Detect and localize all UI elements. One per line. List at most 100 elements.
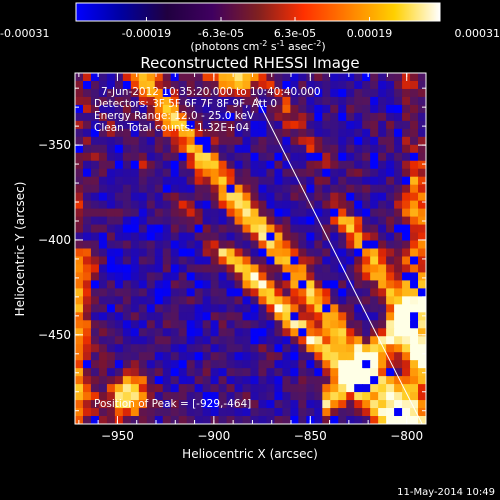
heatmap-pixel — [314, 272, 323, 282]
heatmap-pixel — [346, 216, 355, 226]
heatmap-pixel — [298, 312, 307, 321]
heatmap-pixel — [130, 328, 140, 337]
heatmap-pixel — [394, 272, 403, 282]
heatmap-pixel — [234, 232, 244, 242]
heatmap-pixel — [202, 120, 212, 130]
heatmap-pixel — [154, 376, 164, 385]
heatmap-pixel — [90, 336, 100, 345]
heatmap-pixel — [130, 296, 140, 305]
heatmap-pixel — [362, 384, 371, 393]
heatmap-pixel — [138, 232, 148, 242]
heatmap-pixel — [346, 80, 355, 90]
heatmap-pixel — [290, 336, 299, 345]
colorbar-tick-label: -0.00031 — [0, 27, 49, 40]
heatmap-pixel — [338, 296, 347, 305]
heatmap-pixel — [274, 224, 284, 234]
heatmap-pixel — [362, 88, 371, 98]
heatmap-pixel — [322, 216, 331, 226]
heatmap-pixel — [394, 200, 403, 210]
heatmap-pixel — [114, 376, 124, 385]
heatmap-pixel — [90, 280, 100, 289]
heatmap-pixel — [138, 96, 148, 106]
heatmap-pixel — [410, 152, 419, 162]
heatmap-pixel — [106, 280, 116, 289]
heatmap-pixel — [362, 160, 371, 170]
heatmap-pixel — [266, 320, 276, 329]
heatmap-pixel — [378, 73, 387, 82]
heatmap-pixel — [218, 344, 228, 353]
heatmap-pixel — [258, 136, 268, 146]
heatmap-pixel — [394, 80, 403, 90]
heatmap-pixel — [130, 112, 140, 122]
heatmap-pixel — [346, 280, 355, 289]
heatmap-pixel — [274, 288, 284, 297]
heatmap-pixel — [258, 144, 268, 154]
heatmap-pixel — [114, 312, 124, 321]
heatmap-pixel — [114, 80, 124, 90]
heatmap-pixel — [210, 304, 220, 313]
heatmap-pixel — [226, 408, 236, 417]
heatmap-pixel — [234, 200, 244, 210]
heatmap-pixel — [250, 73, 260, 82]
heatmap-pixel — [82, 120, 92, 130]
heatmap-pixel — [154, 344, 164, 353]
heatmap-pixel — [394, 320, 403, 329]
heatmap-pixel — [330, 280, 339, 289]
heatmap-pixel — [186, 200, 196, 210]
heatmap-pixel — [122, 104, 132, 114]
heatmap-pixel — [138, 312, 148, 321]
heatmap-pixel — [106, 304, 116, 313]
heatmap-pixel — [90, 216, 100, 226]
heatmap-pixel — [178, 416, 188, 424]
heatmap-pixel — [242, 264, 252, 274]
heatmap-pixel — [154, 240, 164, 250]
heatmap-pixel — [386, 368, 395, 377]
heatmap-pixel — [146, 73, 156, 82]
heatmap-pixel — [162, 184, 172, 194]
heatmap-pixel — [322, 128, 331, 138]
heatmap-pixel — [322, 368, 331, 377]
heatmap-pixel — [218, 208, 228, 218]
heatmap-pixel — [346, 248, 355, 258]
heatmap-pixel — [354, 136, 363, 146]
heatmap-pixel — [194, 360, 204, 369]
heatmap-pixel — [218, 104, 228, 114]
heatmap-pixel — [194, 352, 204, 361]
heatmap-pixel — [194, 264, 204, 274]
heatmap-pixel — [354, 320, 363, 329]
heatmap-pixel — [386, 152, 395, 162]
heatmap-pixel — [162, 88, 172, 98]
heatmap-pixel — [154, 368, 164, 377]
heatmap-pixel — [266, 352, 276, 361]
heatmap-pixel — [154, 336, 164, 345]
heatmap-pixel — [75, 120, 84, 130]
heatmap-pixel — [338, 248, 347, 258]
heatmap-pixel — [122, 344, 132, 353]
heatmap-pixel — [114, 216, 124, 226]
heatmap-pixel — [194, 400, 204, 409]
heatmap-pixel — [146, 168, 156, 178]
heatmap-pixel — [370, 312, 379, 321]
heatmap-pixel — [298, 296, 307, 305]
heatmap-pixel — [346, 73, 355, 82]
heatmap-pixel — [114, 176, 124, 186]
heatmap-pixel — [290, 328, 299, 337]
heatmap-pixel — [250, 304, 260, 313]
heatmap-pixel — [258, 96, 268, 106]
heatmap-pixel — [194, 168, 204, 178]
heatmap-pixel — [378, 128, 387, 138]
heatmap-pixel — [418, 240, 426, 250]
heatmap-pixel — [386, 416, 395, 424]
heatmap-pixel — [170, 328, 180, 337]
heatmap-pixel — [218, 336, 228, 345]
heatmap-pixel — [122, 360, 132, 369]
heatmap-pixel — [186, 88, 196, 98]
heatmap-pixel — [330, 288, 339, 297]
heatmap-pixel — [306, 168, 315, 178]
heatmap-pixel — [234, 160, 244, 170]
heatmap-pixel — [402, 80, 411, 90]
heatmap-pixel — [282, 408, 291, 417]
heatmap-pixel — [106, 176, 116, 186]
heatmap-pixel — [234, 208, 244, 218]
heatmap-pixel — [162, 352, 172, 361]
